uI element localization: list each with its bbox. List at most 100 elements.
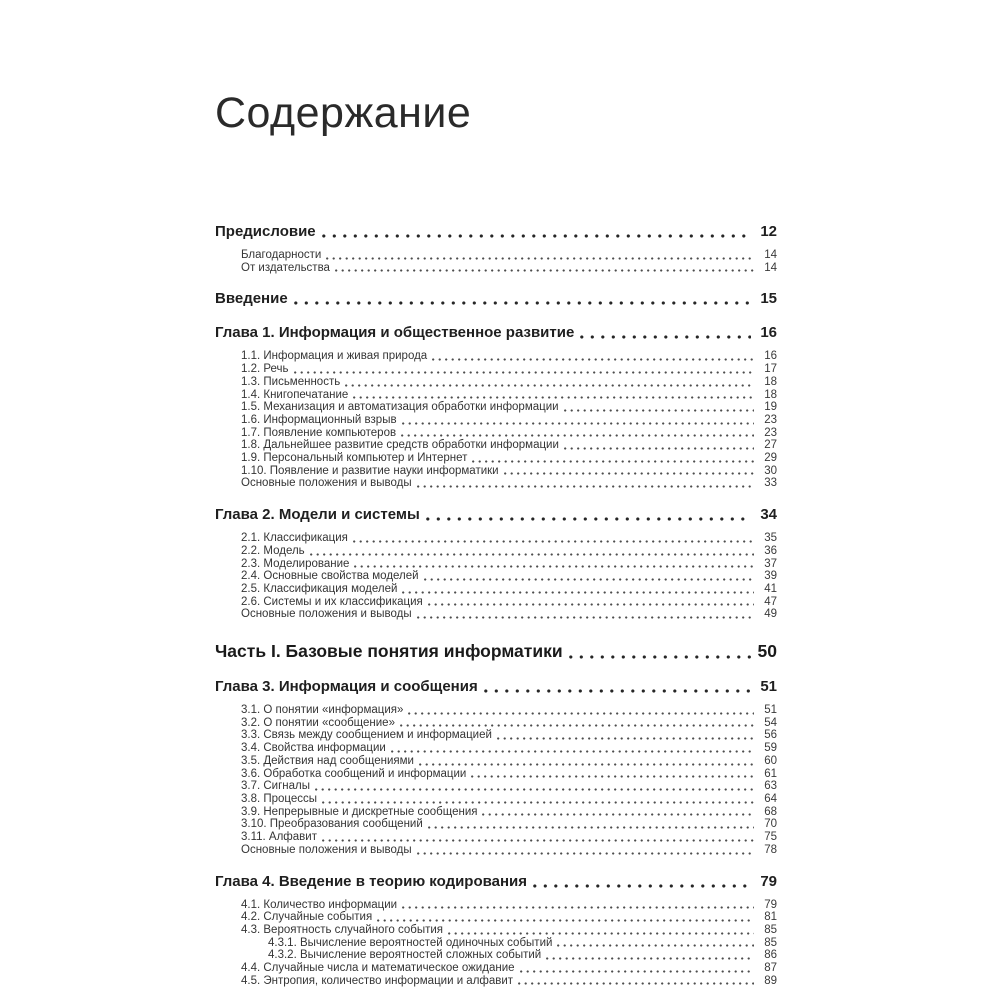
dot-leader: [483, 689, 751, 694]
toc-entry-page: 64: [764, 792, 777, 805]
toc-entry-label: 3.3. Связь между сообщением и информацие…: [241, 729, 492, 742]
dot-leader: [416, 485, 754, 489]
toc-entry: Глава 1. Информация и общественное разви…: [215, 323, 777, 342]
dot-leader: [432, 358, 754, 362]
toc-entry: 1.4. Книгопечатание 18: [215, 389, 777, 402]
toc-entry-label: Предисловие: [215, 223, 316, 240]
toc-entry-label: 3.11. Алфавит: [241, 831, 317, 844]
toc-entry-page: 61: [764, 767, 777, 780]
dot-leader: [377, 918, 754, 922]
dot-leader: [423, 577, 754, 581]
toc-entry-page: 63: [764, 780, 777, 793]
toc-entry-page: 39: [764, 570, 777, 583]
toc-entry: 1.8. Дальнейшее развитие средств обработ…: [215, 439, 777, 452]
toc-entry: Основные положения и выводы 49: [215, 608, 777, 621]
toc-entry-label: 4.3.1. Вычисление вероятностей одиночных…: [268, 936, 553, 949]
toc-entry: Благодарности 14: [215, 249, 777, 262]
dot-leader: [293, 301, 751, 306]
dot-leader: [315, 787, 754, 791]
toc-entry: 1.6. Информационный взрыв 23: [215, 414, 777, 427]
toc-entry: 1.9. Персональный компьютер и Интернет 29: [215, 452, 777, 465]
toc-entry: 3.5. Действия над сообщениями 60: [215, 755, 777, 768]
toc-entry-page: 81: [764, 911, 777, 924]
toc-entry-label: 4.3.2. Вычисление вероятностей сложных с…: [268, 949, 542, 962]
toc-entry-label: 2.1. Классификация: [241, 532, 348, 545]
toc-entry-label: Благодарности: [241, 249, 322, 261]
dot-leader: [401, 434, 754, 438]
dot-leader: [401, 421, 754, 425]
toc-entry-label: 1.2. Речь: [241, 363, 289, 376]
dot-leader: [471, 775, 754, 779]
toc-entry-page: 89: [764, 974, 777, 987]
toc-entry-label: Основные положения и выводы: [241, 477, 412, 490]
toc-entry-label: 3.6. Обработка сообщений и информации: [241, 767, 467, 780]
toc-entry-label: 1.5. Механизация и автоматизация обработ…: [241, 401, 559, 414]
toc-entry-page: 41: [764, 582, 777, 595]
dot-leader: [496, 737, 754, 741]
toc-entry-page: 85: [764, 923, 777, 936]
toc-entry: 4.4. Случайные числа и математическое ож…: [215, 962, 777, 975]
toc-entry-page: 14: [764, 249, 777, 261]
toc-entry: 4.3.2. Вычисление вероятностей сложных с…: [215, 949, 777, 962]
dot-leader: [427, 603, 754, 607]
toc-entry-page: 59: [764, 742, 777, 755]
toc-entry: 2.2. Модель 36: [215, 545, 777, 558]
toc-entry: 1.3. Письменность 18: [215, 376, 777, 389]
toc-entry-label: 3.5. Действия над сообщениями: [241, 754, 414, 767]
toc-entry-label: 3.7. Сигналы: [241, 780, 311, 793]
dot-leader: [402, 590, 754, 594]
dot-leader: [354, 565, 754, 569]
toc-entry-page: 60: [764, 754, 777, 767]
toc-entry-page: 68: [764, 805, 777, 818]
toc-entry-page: 34: [760, 506, 777, 524]
toc-entry: 2.5. Классификация моделей 41: [215, 583, 777, 596]
toc-entry-label: 2.4. Основные свойства моделей: [241, 570, 419, 583]
toc-entry-page: 27: [764, 439, 777, 452]
toc-entry-page: 78: [764, 843, 777, 856]
toc-entry: 3.10. Преобразования сообщений 70: [215, 818, 777, 831]
toc-entry-label: 4.4. Случайные числа и математическое ож…: [241, 962, 515, 975]
toc-entry: 4.3.1. Вычисление вероятностей одиночных…: [215, 937, 777, 950]
toc-entry: 3.6. Обработка сообщений и информации 61: [215, 768, 777, 781]
dot-leader: [546, 957, 754, 961]
toc-entry-page: 51: [760, 678, 777, 696]
dot-leader: [402, 906, 754, 910]
toc-entry-page: 56: [764, 729, 777, 742]
toc-entry-page: 47: [764, 595, 777, 608]
toc-entry-label: 2.6. Системы и их классификация: [241, 595, 423, 608]
toc-entry: Введение 15: [215, 289, 777, 308]
dot-leader: [568, 655, 751, 660]
dot-leader: [482, 813, 754, 817]
dot-leader: [427, 826, 754, 830]
page-title: Содержание: [215, 89, 472, 137]
toc-entry-page: 37: [764, 557, 777, 570]
toc-entry: Часть I. Базовые понятия информатики 50: [215, 640, 777, 662]
toc-entry-label: 4.2. Случайные события: [241, 911, 373, 924]
toc-entry-label: 4.1. Количество информации: [241, 898, 398, 911]
toc-entry-label: 4.5. Энтропия, количество информации и а…: [241, 974, 514, 987]
toc-entry-page: 18: [764, 375, 777, 388]
toc-entry-page: 87: [764, 962, 777, 975]
toc-entry-label: 4.3. Вероятность случайного события: [241, 923, 444, 936]
toc-list: Предисловие 12 Благодарности 14 От издательс…: [215, 222, 777, 987]
dot-leader: [390, 749, 754, 753]
toc-entry: 1.5. Механизация и автоматизация обработ…: [215, 401, 777, 414]
toc-entry-label: 3.2. О понятии «сообщение»: [241, 716, 395, 729]
toc-entry-page: 50: [757, 641, 777, 662]
toc-entry: 4.3. Вероятность случайного события 85: [215, 924, 777, 937]
toc-entry: 2.6. Системы и их классификация 47: [215, 596, 777, 609]
toc-entry-label: 3.9. Непрерывные и дискретные сообщения: [241, 805, 478, 818]
toc-entry-page: 14: [764, 261, 777, 274]
toc-entry-page: 70: [764, 818, 777, 831]
dot-leader: [580, 335, 751, 340]
toc-entry: 2.3. Моделирование 37: [215, 558, 777, 571]
dot-leader: [309, 552, 754, 556]
dot-leader: [322, 800, 754, 804]
toc-entry-label: 1.4. Книгопечатание: [241, 388, 349, 401]
toc-entry-page: 19: [764, 401, 777, 414]
toc-entry-page: 75: [764, 831, 777, 844]
toc-entry-label: 3.1. О понятии «информация»: [241, 704, 404, 717]
dot-leader: [326, 256, 754, 260]
toc-entry-page: 15: [760, 290, 777, 308]
toc-entry: 1.7. Появление компьютеров 23: [215, 427, 777, 440]
